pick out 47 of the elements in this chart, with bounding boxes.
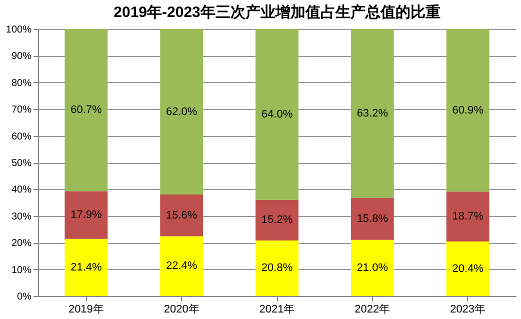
data-label: 15.6% <box>166 209 198 222</box>
data-label: 60.9% <box>452 104 484 116</box>
bar <box>350 240 394 296</box>
data-label: 63.2% <box>356 107 388 120</box>
data-label: 60.7% <box>70 104 102 116</box>
x-tick-label: 2020年 <box>164 304 200 316</box>
bar <box>350 198 394 240</box>
bar <box>64 29 108 192</box>
y-tick-label: 80% <box>11 78 32 89</box>
y-tick-label: 100% <box>6 24 32 36</box>
y-tick-label: 90% <box>11 51 32 62</box>
y-tick-label: 70% <box>11 104 32 116</box>
chart-title: 2019年-2023年三次产业增加值占生产总值的比重 <box>114 4 440 21</box>
x-tick-label: 2022年 <box>354 304 390 316</box>
x-tick-label: 2019年 <box>68 304 104 316</box>
x-tick-label: 2021年 <box>259 304 295 316</box>
data-label: 15.8% <box>356 212 388 225</box>
x-tick-label: 2023年 <box>450 304 486 316</box>
y-tick-label: 40% <box>11 184 32 196</box>
y-tick-label: 0% <box>17 292 32 302</box>
bar <box>160 29 204 195</box>
bar <box>256 200 298 240</box>
bar <box>350 29 394 198</box>
y-tick-label: 10% <box>11 264 32 276</box>
bar <box>256 240 298 296</box>
data-label: 21.0% <box>356 262 388 274</box>
data-label: 15.2% <box>261 214 293 226</box>
bar <box>446 242 490 296</box>
y-tick-label: 50% <box>11 158 32 169</box>
data-label: 62.0% <box>166 106 198 118</box>
data-label: 18.7% <box>452 210 484 223</box>
bar <box>64 238 108 296</box>
data-label: 17.9% <box>70 208 102 221</box>
bar <box>160 236 204 296</box>
bar <box>160 194 204 236</box>
bar <box>446 192 490 242</box>
data-label: 20.4% <box>452 262 484 275</box>
y-tick-label: 30% <box>11 211 32 222</box>
bar <box>446 29 490 192</box>
data-label: 21.4% <box>70 261 102 274</box>
y-tick-label: 20% <box>11 238 32 250</box>
data-label: 22.4% <box>166 260 198 272</box>
data-label: 20.8% <box>261 262 293 274</box>
y-tick-label: 60% <box>11 131 32 142</box>
bar <box>256 29 298 200</box>
data-label: 64.0% <box>261 108 293 120</box>
bar <box>64 191 108 239</box>
